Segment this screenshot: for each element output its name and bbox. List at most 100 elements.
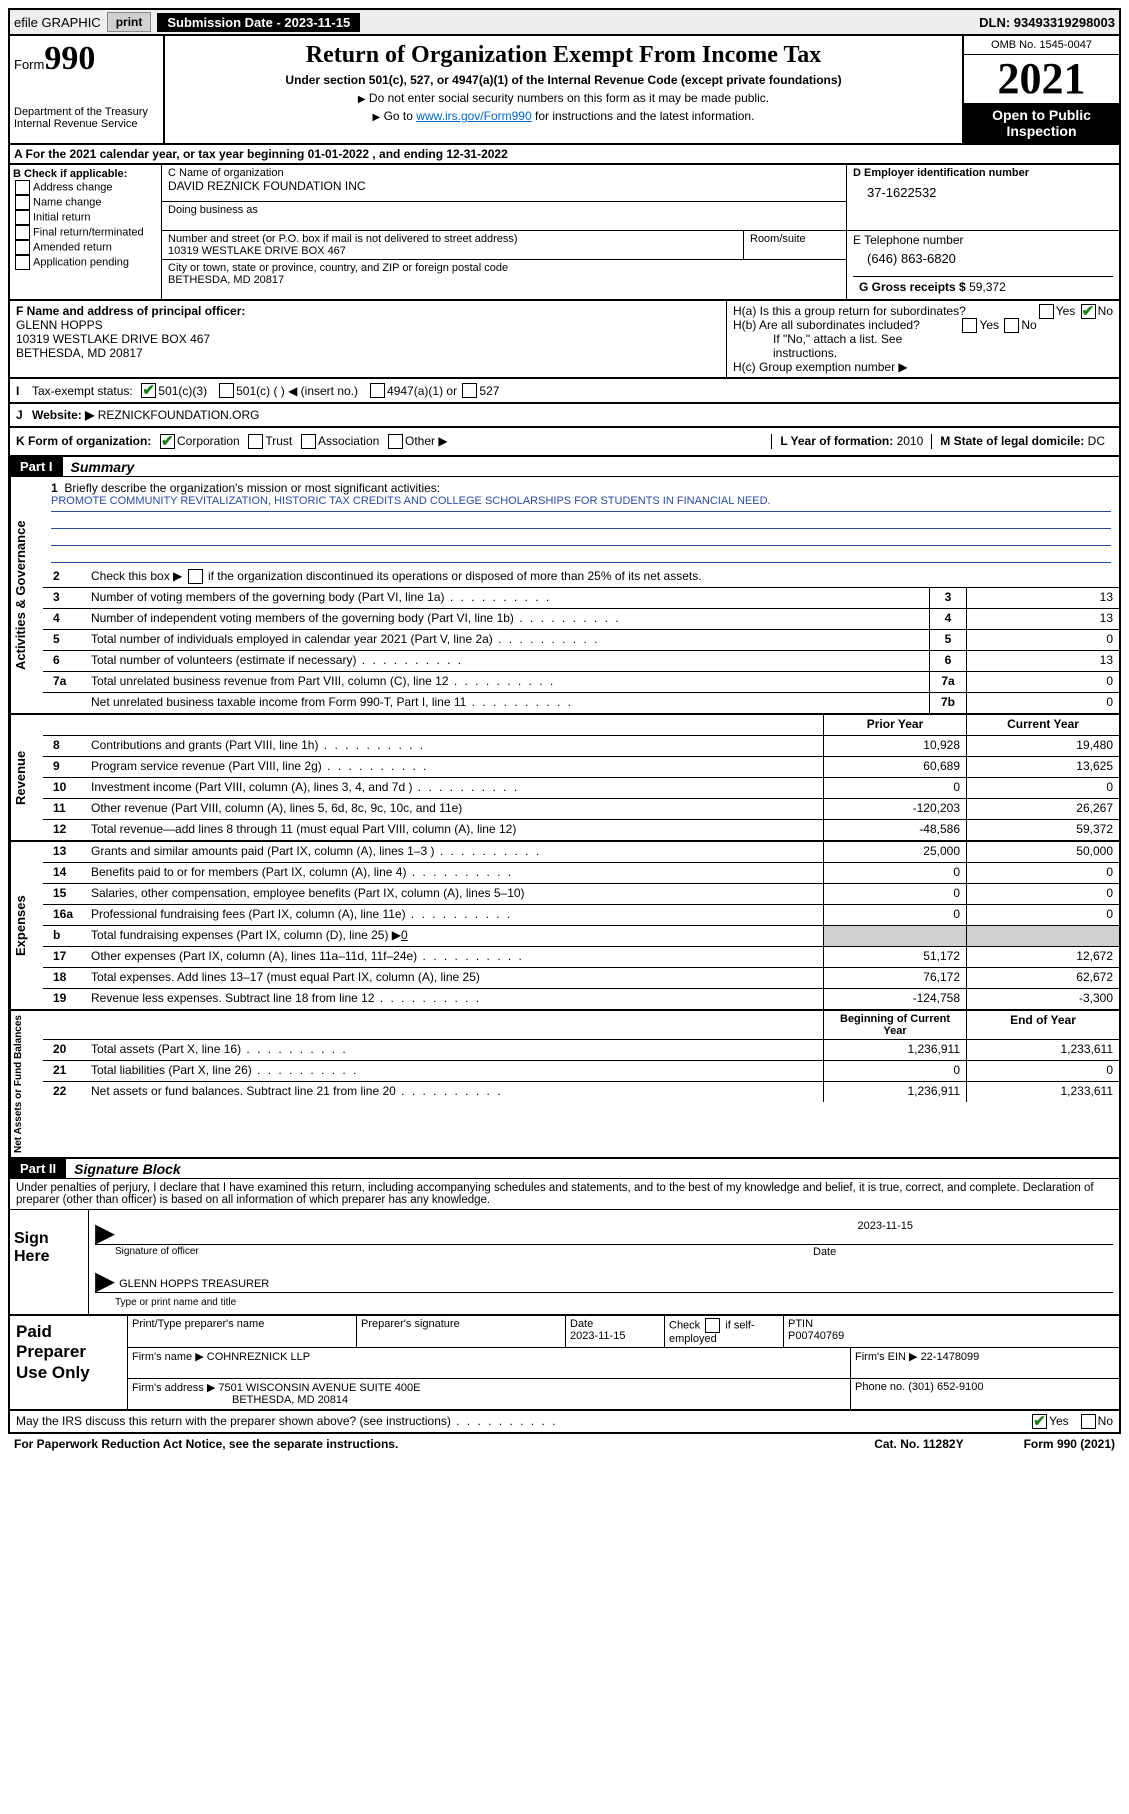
preparer-block: Paid Preparer Use Only Print/Type prepar… <box>8 1316 1121 1411</box>
chk-corp[interactable] <box>160 434 175 449</box>
c11: 26,267 <box>966 799 1119 819</box>
chk-ha-yes[interactable] <box>1039 304 1054 319</box>
chk-501c[interactable] <box>219 383 234 398</box>
p8: 10,928 <box>823 736 966 756</box>
p14: 0 <box>823 863 966 883</box>
p22: 1,236,911 <box>823 1082 966 1102</box>
chk-hb-yes[interactable] <box>962 318 977 333</box>
vtab-revenue: Revenue <box>10 715 43 840</box>
chk-self-employed[interactable] <box>705 1318 720 1333</box>
chk-name-change[interactable] <box>15 195 30 210</box>
chk-assoc[interactable] <box>301 434 316 449</box>
prep-name-lbl: Print/Type preparer's name <box>128 1316 357 1347</box>
chk-address-change[interactable] <box>15 180 30 195</box>
v7b: 0 <box>966 693 1119 713</box>
firm-name: COHNREZNICK LLP <box>207 1351 310 1363</box>
i-label: Tax-exempt status: <box>32 384 133 398</box>
chk-initial-return[interactable] <box>15 210 30 225</box>
part-ii-title: Signature Block <box>66 1161 181 1177</box>
irs-label: Internal Revenue Service <box>14 118 159 130</box>
c20: 1,233,611 <box>966 1040 1119 1060</box>
row-i: I Tax-exempt status: 501(c)(3) 501(c) ( … <box>8 379 1121 404</box>
officer-addr2: BETHESDA, MD 20817 <box>16 346 143 360</box>
lbl-initial-return: Initial return <box>33 211 90 223</box>
vtab-netassets: Net Assets or Fund Balances <box>10 1011 43 1157</box>
f-label: F Name and address of principal officer: <box>16 304 245 318</box>
form-header: Form990 Department of the Treasury Inter… <box>8 36 1121 145</box>
col-d: D Employer identification number 37-1622… <box>847 165 1119 202</box>
l16a: Professional fundraising fees (Part IX, … <box>87 905 823 925</box>
hdr-begin: Beginning of Current Year <box>823 1011 966 1039</box>
l15: Salaries, other compensation, employee b… <box>87 884 823 904</box>
part-ii: Part II Signature Block <box>8 1159 1121 1179</box>
p16a: 0 <box>823 905 966 925</box>
lbl-name-change: Name change <box>33 196 102 208</box>
lbl-no: No <box>1098 1414 1113 1428</box>
row-j: J Website: ▶ REZNICKFOUNDATION.ORG <box>8 404 1121 428</box>
print-button[interactable]: print <box>107 12 152 32</box>
c10: 0 <box>966 778 1119 798</box>
row-a-period: A For the 2021 calendar year, or tax yea… <box>8 145 1121 165</box>
chk-discuss-yes[interactable] <box>1032 1414 1047 1429</box>
chk-ha-no[interactable] <box>1081 304 1096 319</box>
chk-discuss-no[interactable] <box>1081 1414 1096 1429</box>
col-c: C Name of organization DAVID REZNICK FOU… <box>162 165 1119 299</box>
c13: 50,000 <box>966 842 1119 862</box>
chk-other[interactable] <box>388 434 403 449</box>
submission-date: Submission Date - 2023-11-15 <box>157 13 360 32</box>
room-label: Room/suite <box>744 231 846 259</box>
c16a: 0 <box>966 905 1119 925</box>
hb-note: If "No," attach a list. See instructions… <box>733 332 1113 360</box>
e-label: E Telephone number <box>853 233 1113 247</box>
p9: 60,689 <box>823 757 966 777</box>
part-ii-label: Part II <box>10 1159 66 1178</box>
g-label: G Gross receipts $ <box>859 280 966 294</box>
chk-501c3[interactable] <box>141 383 156 398</box>
lbl-yes: Yes <box>1049 1414 1069 1428</box>
chk-trust[interactable] <box>248 434 263 449</box>
hdr-end: End of Year <box>966 1011 1119 1039</box>
l20: Total assets (Part X, line 16) <box>87 1040 823 1060</box>
p18: 76,172 <box>823 968 966 988</box>
street-label: Number and street (or P.O. box if mail i… <box>168 233 737 245</box>
l18: Total expenses. Add lines 13–17 (must eq… <box>87 968 823 988</box>
firm-addr1: 7501 WISCONSIN AVENUE SUITE 400E <box>218 1382 420 1394</box>
chk-discontinued[interactable] <box>188 569 203 584</box>
chk-amended[interactable] <box>15 240 30 255</box>
preparer-label: Paid Preparer Use Only <box>10 1316 128 1409</box>
goto-prefix: Go to <box>384 109 417 123</box>
l3: Number of voting members of the governin… <box>87 588 929 608</box>
officer-name: GLENN HOPPS <box>16 318 103 332</box>
open-inspection: Open to Public Inspection <box>964 103 1119 143</box>
chk-hb-no[interactable] <box>1004 318 1019 333</box>
m-val: DC <box>1088 434 1105 448</box>
c18: 62,672 <box>966 968 1119 988</box>
footer-discuss: May the IRS discuss this return with the… <box>8 1411 1121 1434</box>
lbl-amended: Amended return <box>33 241 112 253</box>
instructions-link[interactable]: www.irs.gov/Form990 <box>416 109 531 123</box>
p13: 25,000 <box>823 842 966 862</box>
dba-label: Doing business as <box>168 204 258 216</box>
firm-name-lbl: Firm's name ▶ <box>132 1351 204 1363</box>
l14: Benefits paid to or for members (Part IX… <box>87 863 823 883</box>
vtab-expenses: Expenses <box>10 842 43 1009</box>
prep-date: 2023-11-15 <box>570 1330 625 1342</box>
part-i: Part I Summary Activities & Governance 1… <box>8 457 1121 1159</box>
hdr-current: Current Year <box>966 715 1119 735</box>
chk-4947[interactable] <box>370 383 385 398</box>
lbl-501c: 501(c) ( ) ◀ (insert no.) <box>236 384 358 398</box>
hb-label: H(b) Are all subordinates included? <box>733 318 920 332</box>
c15: 0 <box>966 884 1119 904</box>
signature-block: Under penalties of perjury, I declare th… <box>8 1179 1121 1316</box>
form-title: Return of Organization Exempt From Incom… <box>173 42 954 69</box>
v4: 13 <box>966 609 1119 629</box>
chk-app-pending[interactable] <box>15 255 30 270</box>
hdr-prior: Prior Year <box>823 715 966 735</box>
chk-final-return[interactable] <box>15 225 30 240</box>
v7a: 0 <box>966 672 1119 692</box>
row-klm: K Form of organization: Corporation Trus… <box>8 428 1121 457</box>
chk-527[interactable] <box>462 383 477 398</box>
arrow-icon: ▸ <box>95 1220 115 1244</box>
vtab-governance: Activities & Governance <box>10 477 43 713</box>
c14: 0 <box>966 863 1119 883</box>
